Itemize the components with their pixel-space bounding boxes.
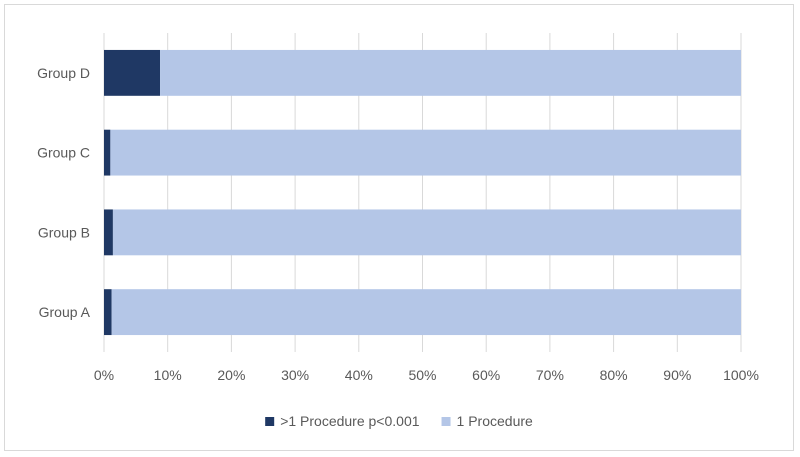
x-tick-label: 20% [217, 367, 245, 383]
x-tick-label: 90% [663, 367, 691, 383]
x-tick-label: 10% [154, 367, 182, 383]
legend: >1 Procedure p<0.001 1 Procedure [265, 413, 533, 429]
bar-segment [104, 209, 113, 256]
x-tick-label: 60% [472, 367, 500, 383]
bar-segment [160, 49, 741, 96]
stacked-bar-chart: Group A Group B Group C Group D 0% 10% 20% 30%… [37, 33, 759, 429]
category-label: Group C [37, 145, 90, 161]
category-label: Group A [39, 304, 91, 320]
bars [104, 49, 742, 336]
bar-segment [104, 49, 161, 96]
bar-segment [104, 129, 111, 176]
x-tick-label: 80% [600, 367, 628, 383]
x-tick-label: 100% [723, 367, 759, 383]
x-axis-ticks: 0% 10% 20% 30% 40% 50% 60% 70% 80% 90% 100% [94, 367, 759, 383]
x-tick-label: 30% [281, 367, 309, 383]
x-tick-label: 70% [536, 367, 564, 383]
legend-label: 1 Procedure [457, 413, 533, 429]
legend-swatch [441, 417, 451, 426]
category-labels: Group A Group B Group C Group D [37, 65, 91, 320]
legend-item: 1 Procedure [441, 413, 533, 429]
bar-segment [112, 209, 742, 256]
legend-swatch [265, 417, 275, 426]
bar-segment [110, 129, 742, 176]
chart-frame: Group A Group B Group C Group D 0% 10% 20% 30%… [4, 4, 794, 451]
x-tick-label: 40% [345, 367, 373, 383]
legend-item: >1 Procedure p<0.001 [265, 413, 420, 429]
category-label: Group D [37, 65, 90, 81]
bar-segment [111, 289, 742, 336]
x-tick-label: 0% [94, 367, 114, 383]
category-label: Group B [38, 224, 90, 240]
bar-segment [104, 289, 112, 336]
legend-label: >1 Procedure p<0.001 [280, 413, 420, 429]
x-tick-label: 50% [408, 367, 436, 383]
